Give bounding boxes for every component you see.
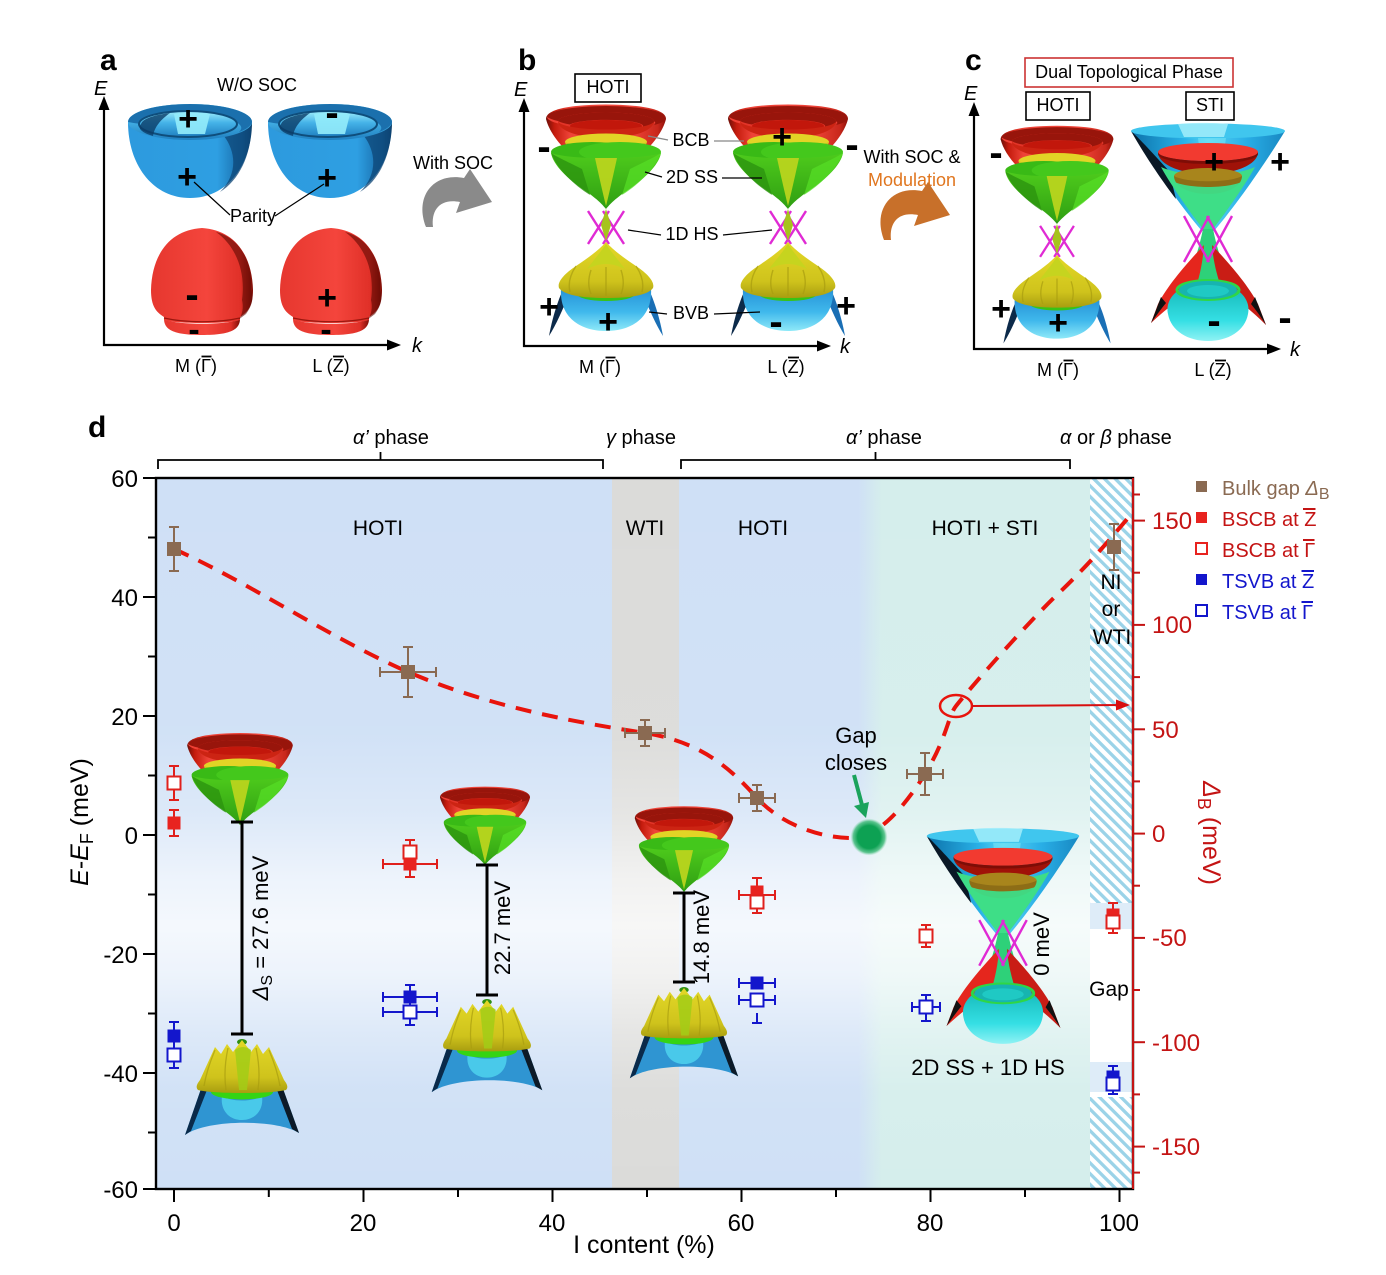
svg-text:2D SS + 1D HS: 2D SS + 1D HS: [911, 1055, 1064, 1080]
svg-text:HOTI: HOTI: [1037, 95, 1080, 115]
svg-text:L (Z): L (Z): [767, 357, 804, 377]
svg-text:or: or: [1102, 598, 1121, 621]
svg-text:E: E: [514, 79, 528, 101]
svg-text:22.7 meV: 22.7 meV: [490, 881, 515, 975]
svg-text:STI: STI: [1196, 95, 1224, 115]
svg-text:+: +: [598, 303, 618, 341]
svg-text:-: -: [845, 123, 858, 167]
svg-text:40: 40: [539, 1210, 566, 1237]
svg-text:γ phase: γ phase: [606, 427, 676, 449]
svg-text:-: -: [769, 300, 782, 344]
svg-text:d: d: [88, 411, 106, 444]
svg-text:WTI: WTI: [1093, 626, 1131, 649]
svg-text:a: a: [100, 44, 117, 77]
svg-text:-: -: [325, 91, 338, 135]
svg-text:+: +: [772, 118, 792, 156]
svg-text:-150: -150: [1152, 1134, 1200, 1161]
svg-text:100: 100: [1099, 1210, 1139, 1237]
svg-text:TSVB at Γ: TSVB at Γ: [1222, 602, 1313, 624]
svg-text:60: 60: [728, 1210, 755, 1237]
svg-text:+: +: [836, 287, 856, 325]
svg-text:BVB: BVB: [673, 303, 709, 323]
svg-text:NI: NI: [1101, 571, 1122, 594]
svg-text:L (Z): L (Z): [312, 356, 349, 376]
svg-text:+: +: [991, 290, 1011, 328]
svg-text:b: b: [518, 44, 536, 77]
svg-text:+: +: [1270, 143, 1290, 181]
svg-text:c: c: [965, 44, 982, 77]
svg-text:+: +: [317, 159, 337, 197]
svg-text:+: +: [1048, 304, 1068, 342]
svg-text:-: -: [537, 125, 550, 169]
svg-text:Gap: Gap: [1089, 978, 1129, 1001]
svg-text:14.8 meV: 14.8 meV: [689, 890, 714, 984]
svg-text:+: +: [178, 100, 198, 138]
svg-text:E: E: [94, 78, 108, 100]
svg-text:WTI: WTI: [626, 517, 664, 540]
svg-text:-100: -100: [1152, 1030, 1200, 1057]
svg-text:α’ phase: α’ phase: [353, 427, 429, 449]
svg-text:HOTI: HOTI: [353, 517, 403, 540]
svg-text:0: 0: [167, 1210, 180, 1237]
svg-text:-: -: [320, 311, 331, 349]
svg-text:-: -: [1207, 299, 1220, 343]
svg-text:HOTI + STI: HOTI + STI: [932, 517, 1039, 540]
svg-text:-: -: [989, 131, 1002, 175]
svg-text:Dual Topological Phase: Dual Topological Phase: [1035, 62, 1223, 82]
svg-text:With SOC: With SOC: [413, 153, 493, 173]
svg-text:20: 20: [111, 704, 138, 731]
svg-text:ΔS = 27.6 meV: ΔS = 27.6 meV: [248, 855, 276, 1001]
svg-text:M (Γ): M (Γ): [1037, 360, 1079, 380]
svg-text:Modulation: Modulation: [868, 170, 956, 190]
svg-text:2D SS: 2D SS: [666, 167, 718, 187]
svg-text:k: k: [1290, 339, 1301, 361]
svg-text:+: +: [177, 158, 197, 196]
svg-text:HOTI: HOTI: [587, 77, 630, 97]
svg-text:BSCB at Z: BSCB at Z: [1222, 509, 1316, 531]
svg-text:40: 40: [111, 585, 138, 612]
svg-text:α’ phase: α’ phase: [846, 427, 922, 449]
svg-text:TSVB at Z: TSVB at Z: [1222, 571, 1314, 593]
svg-text:I content (%): I content (%): [573, 1231, 715, 1259]
svg-text:With SOC &: With SOC &: [863, 147, 960, 167]
svg-text:k: k: [412, 335, 423, 357]
svg-text:50: 50: [1152, 717, 1179, 744]
svg-text:E: E: [964, 83, 978, 105]
svg-text:-20: -20: [103, 942, 138, 969]
svg-text:ΔB (meV): ΔB (meV): [1194, 780, 1225, 885]
svg-text:0 meV: 0 meV: [1029, 912, 1054, 976]
svg-text:-: -: [185, 273, 198, 317]
svg-text:L (Z): L (Z): [1194, 360, 1231, 380]
svg-text:k: k: [840, 336, 851, 358]
svg-text:150: 150: [1152, 508, 1192, 535]
svg-text:+: +: [539, 288, 559, 326]
svg-text:M (Γ): M (Γ): [579, 357, 621, 377]
svg-text:0: 0: [1152, 821, 1165, 848]
svg-text:M (Γ): M (Γ): [175, 356, 217, 376]
svg-text:20: 20: [350, 1210, 377, 1237]
svg-text:Gap: Gap: [835, 723, 877, 748]
svg-text:BSCB at Γ: BSCB at Γ: [1222, 540, 1315, 562]
svg-text:1D HS: 1D HS: [665, 224, 718, 244]
svg-text:-40: -40: [103, 1061, 138, 1088]
svg-text:HOTI: HOTI: [738, 517, 788, 540]
svg-text:E-EF (meV): E-EF (meV): [66, 758, 97, 886]
svg-text:80: 80: [917, 1210, 944, 1237]
svg-text:BCB: BCB: [672, 130, 709, 150]
svg-text:100: 100: [1152, 612, 1192, 639]
svg-text:0: 0: [125, 823, 138, 850]
svg-text:-: -: [1278, 296, 1291, 340]
svg-text:Parity: Parity: [230, 206, 276, 226]
svg-text:-60: -60: [103, 1177, 138, 1204]
svg-text:-: -: [188, 311, 199, 349]
svg-text:closes: closes: [825, 750, 887, 775]
svg-text:Bulk gap ΔB: Bulk gap ΔB: [1222, 478, 1329, 503]
svg-text:W/O SOC: W/O SOC: [217, 75, 297, 95]
svg-text:α or β phase: α or β phase: [1060, 427, 1172, 449]
svg-text:+: +: [1204, 143, 1224, 181]
svg-text:-50: -50: [1152, 925, 1187, 952]
svg-text:60: 60: [111, 466, 138, 493]
svg-text:+: +: [317, 279, 337, 317]
